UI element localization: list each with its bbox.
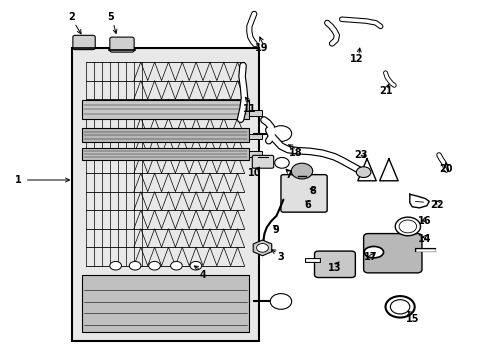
Text: 21: 21 xyxy=(378,86,391,96)
FancyBboxPatch shape xyxy=(281,175,326,212)
Bar xyxy=(81,128,249,143)
FancyBboxPatch shape xyxy=(252,156,273,168)
Text: 3: 3 xyxy=(277,252,284,262)
Circle shape xyxy=(148,261,160,270)
Circle shape xyxy=(270,126,291,141)
Circle shape xyxy=(170,261,182,270)
Bar xyxy=(72,48,259,341)
Text: 12: 12 xyxy=(349,54,362,64)
FancyBboxPatch shape xyxy=(110,37,134,52)
Text: 20: 20 xyxy=(439,164,452,174)
Polygon shape xyxy=(253,240,271,256)
Text: 8: 8 xyxy=(308,186,315,196)
Text: 23: 23 xyxy=(354,150,367,160)
Circle shape xyxy=(256,244,268,252)
Ellipse shape xyxy=(364,247,383,258)
Circle shape xyxy=(394,217,420,236)
Text: 15: 15 xyxy=(405,314,418,324)
Bar xyxy=(249,134,261,139)
Text: 18: 18 xyxy=(288,148,302,158)
Circle shape xyxy=(274,157,288,168)
Circle shape xyxy=(129,261,141,270)
Bar xyxy=(249,111,261,116)
FancyBboxPatch shape xyxy=(314,251,355,278)
Text: 2: 2 xyxy=(68,13,75,22)
Text: 1: 1 xyxy=(15,175,22,185)
Text: 6: 6 xyxy=(304,200,310,210)
Circle shape xyxy=(356,167,370,177)
Text: 4: 4 xyxy=(200,270,206,280)
Circle shape xyxy=(270,294,291,309)
Text: 5: 5 xyxy=(107,13,114,22)
Bar xyxy=(81,275,249,332)
Circle shape xyxy=(110,261,121,270)
Text: 19: 19 xyxy=(254,43,268,53)
Text: 13: 13 xyxy=(327,262,341,273)
Circle shape xyxy=(389,300,409,314)
Text: 16: 16 xyxy=(417,216,430,226)
FancyBboxPatch shape xyxy=(73,35,95,50)
Circle shape xyxy=(291,163,312,179)
Text: 14: 14 xyxy=(417,234,430,244)
Text: 11: 11 xyxy=(242,104,256,113)
Bar xyxy=(81,148,249,160)
Circle shape xyxy=(398,220,416,233)
Text: 10: 10 xyxy=(247,168,261,178)
Text: 7: 7 xyxy=(285,170,291,180)
FancyBboxPatch shape xyxy=(363,234,421,273)
Text: 17: 17 xyxy=(364,252,377,262)
Circle shape xyxy=(190,261,201,270)
Bar xyxy=(81,100,249,119)
Text: 9: 9 xyxy=(272,225,279,235)
Text: 22: 22 xyxy=(429,200,443,210)
Circle shape xyxy=(385,296,414,318)
Bar xyxy=(249,152,261,157)
